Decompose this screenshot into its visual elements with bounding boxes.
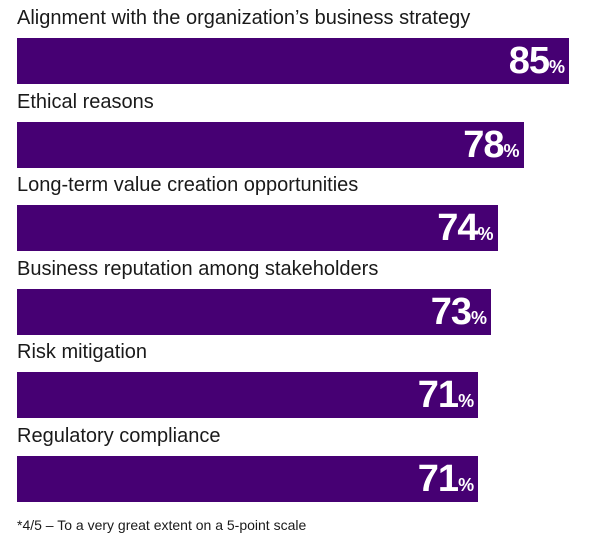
category-label: Ethical reasons xyxy=(17,90,154,113)
category-label: Risk mitigation xyxy=(17,341,148,363)
value-number: 71 xyxy=(417,457,459,500)
chart-row: Regulatory compliance 71% xyxy=(17,423,587,502)
chart-row: Ethical reasons 78% xyxy=(17,89,587,168)
category-label: Business reputation among stakeholders xyxy=(17,257,379,280)
bar: 74% xyxy=(17,205,498,251)
bar-chart: Alignment with the organization’s busine… xyxy=(17,5,587,502)
chart-row: Long-term value creation opportunities 74… xyxy=(17,172,587,251)
category-label: Long-term value creation opportunities xyxy=(17,174,359,196)
value-number: 78 xyxy=(463,123,504,166)
category-label: Regulatory compliance xyxy=(17,424,221,447)
value-unit: % xyxy=(477,224,494,244)
bar: 71% xyxy=(17,455,479,502)
value-unit: % xyxy=(471,307,488,328)
value-number: 74 xyxy=(437,207,478,249)
value-unit: % xyxy=(503,140,520,161)
value-label: 78% xyxy=(463,124,519,166)
value-number: 85 xyxy=(508,40,550,82)
chart-row: Alignment with the organization’s busine… xyxy=(17,5,587,84)
value-label: 73% xyxy=(431,291,487,333)
value-number: 71 xyxy=(417,374,459,416)
footnote: *4/5 – To a very great extent on a 5-poi… xyxy=(17,517,307,533)
value-number: 73 xyxy=(430,290,472,333)
bar: 73% xyxy=(17,288,492,335)
chart-row: Risk mitigation 71% xyxy=(17,339,587,418)
value-unit: % xyxy=(458,391,475,411)
value-unit: % xyxy=(548,57,565,77)
value-label: 71% xyxy=(418,458,474,500)
value-label: 85% xyxy=(509,40,565,82)
bar: 71% xyxy=(17,372,479,418)
value-label: 74% xyxy=(437,207,493,249)
value-unit: % xyxy=(458,474,475,495)
bar: 85% xyxy=(17,38,569,84)
value-label: 71% xyxy=(418,374,474,416)
bar: 78% xyxy=(17,121,524,168)
category-label: Alignment with the organization’s busine… xyxy=(17,7,471,29)
chart-row: Business reputation among stakeholders 73… xyxy=(17,256,587,335)
